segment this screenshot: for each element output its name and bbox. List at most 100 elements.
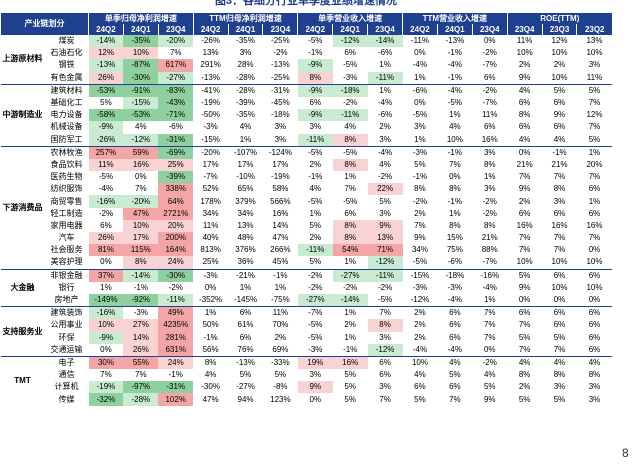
- value-cell: -4%: [98, 184, 114, 194]
- value-cell: 1%: [367, 83, 403, 97]
- value-cell: 7%: [553, 172, 566, 182]
- value-cell: 6%: [483, 122, 496, 132]
- value-cell: 7%: [553, 245, 566, 255]
- value-cell: -1%: [262, 268, 298, 282]
- metric-header: ROE(TTM): [506, 13, 612, 24]
- value-cell: 6%: [483, 72, 496, 82]
- value-cell: 7%: [483, 332, 496, 342]
- value-cell: 4%: [379, 159, 391, 169]
- value-cell: -50%: [201, 110, 220, 120]
- industry-name: 通信: [58, 370, 75, 380]
- table-row: 钢铁 -13% -87% 617% 291% 28% -13% -9% -5% 1% -4% -4% -…: [1, 59, 613, 72]
- value-cell: -87%: [123, 59, 159, 72]
- value-cell: -20%: [193, 145, 229, 159]
- value-cell: 34%: [237, 208, 254, 218]
- value-cell: 10%: [586, 257, 603, 267]
- value-cell: -14%: [332, 293, 368, 307]
- value-cell: 24%: [158, 256, 194, 270]
- table-row: 石油石化 12% 10% 7% 13% 3% -2% -1% 6% -6% 0% -1% -2% 10% 1…: [1, 47, 613, 60]
- industry-name: 美容护理: [50, 257, 83, 267]
- value-cell: 10%: [402, 355, 438, 370]
- value-cell: 10%: [516, 48, 533, 58]
- value-cell: -12%: [410, 295, 430, 305]
- value-cell: 69%: [272, 344, 289, 354]
- value-cell: 7%: [169, 48, 182, 58]
- value-cell: 10%: [586, 282, 603, 292]
- value-cell: 3%: [239, 48, 252, 58]
- value-cell: -2%: [168, 282, 183, 292]
- value-cell: -1%: [308, 48, 323, 58]
- value-cell: 9%: [518, 184, 531, 194]
- value-cell: 4%: [204, 370, 217, 380]
- value-cell: -1%: [447, 196, 462, 206]
- value-cell: -1%: [343, 344, 358, 354]
- value-cell: 12%: [551, 36, 568, 46]
- value-cell: -6%: [377, 110, 393, 120]
- value-cell: 26%: [88, 232, 124, 245]
- value-cell: 1%: [309, 208, 322, 218]
- value-cell: 178%: [200, 196, 221, 206]
- value-cell: 17%: [272, 159, 289, 169]
- value-cell: 4%: [239, 122, 252, 132]
- value-cell: 65%: [237, 184, 254, 194]
- group-header: 产业链划分: [0, 13, 89, 35]
- value-cell: 8%: [193, 355, 229, 370]
- value-cell: 5%: [309, 220, 322, 230]
- value-cell: -45%: [271, 98, 290, 108]
- value-cell: 7%: [518, 233, 531, 243]
- value-cell: 3%: [553, 196, 566, 206]
- value-cell: -28%: [123, 393, 159, 406]
- value-cell: -5%: [332, 145, 368, 159]
- value-cell: 16%: [272, 208, 289, 218]
- value-cell: 3%: [379, 134, 391, 144]
- value-cell: 1%: [239, 134, 252, 144]
- value-cell: -11%: [367, 268, 403, 282]
- value-cell: -5%: [412, 257, 428, 267]
- value-cell: -1%: [308, 172, 323, 182]
- table-row: 公用事业 10% 27% 4235% 50% 61% 70% -5% 2% 8% 2% 6% 7% 7% 6…: [1, 319, 613, 332]
- period-header: 23Q4: [157, 24, 194, 35]
- value-cell: 47%: [272, 233, 289, 243]
- value-cell: 34%: [411, 245, 428, 255]
- value-cell: -5%: [412, 110, 428, 120]
- value-cell: 9%: [414, 233, 426, 243]
- industry-name: 农林牧渔: [44, 145, 89, 159]
- industry-name: 电子: [44, 355, 89, 370]
- period-header: 23Q4: [262, 24, 298, 35]
- value-cell: 123%: [270, 394, 291, 404]
- value-cell: 3%: [588, 382, 601, 392]
- value-cell: -7%: [297, 306, 333, 320]
- value-cell: 2%: [518, 196, 531, 206]
- value-cell: -25%: [271, 36, 290, 46]
- value-cell: 6%: [553, 98, 566, 108]
- value-cell: 5%: [507, 268, 543, 282]
- value-cell: 9%: [518, 282, 531, 292]
- value-cell: -1%: [542, 145, 577, 159]
- value-cell: -20%: [123, 195, 159, 208]
- value-cell: 376%: [235, 245, 256, 255]
- value-cell: 1%: [576, 145, 612, 159]
- value-cell: -13%: [445, 36, 465, 46]
- value-cell: 0%: [588, 245, 601, 255]
- value-cell: 5%: [588, 134, 601, 144]
- value-cell: 1%: [274, 282, 287, 292]
- value-cell: 10%: [516, 257, 533, 267]
- value-cell: 9%: [553, 110, 566, 120]
- value-cell: 4%: [449, 122, 461, 132]
- value-cell: 17%: [237, 159, 254, 169]
- value-cell: -14%: [88, 35, 124, 48]
- value-cell: 20%: [586, 159, 603, 169]
- group-name: 上游原材料: [2, 54, 43, 64]
- value-cell: -149%: [88, 293, 124, 307]
- value-cell: 7%: [518, 172, 531, 182]
- value-cell: 13%: [367, 232, 403, 245]
- value-cell: -1%: [133, 282, 148, 292]
- value-cell: 0%: [135, 172, 147, 182]
- value-cell: 12%: [586, 110, 603, 120]
- period-header: 24Q2: [297, 24, 333, 35]
- value-cell: -27%: [332, 268, 368, 282]
- value-cell: 5%: [100, 98, 112, 108]
- value-cell: 3%: [472, 145, 508, 159]
- value-cell: -13%: [88, 59, 124, 72]
- value-cell: -3%: [447, 282, 462, 292]
